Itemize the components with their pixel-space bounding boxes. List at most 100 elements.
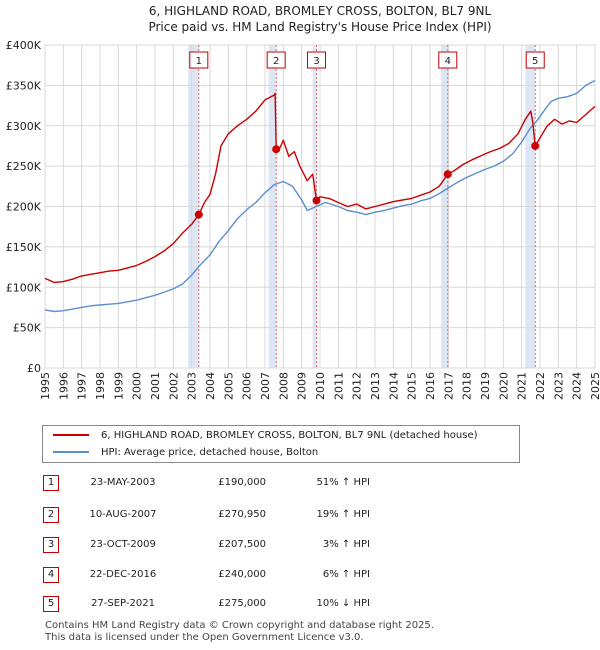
transaction-hpi: 19% ↑ HPI xyxy=(316,509,370,520)
chart-title-line1: 6, HIGHLAND ROAD, BROMLEY CROSS, BOLTON,… xyxy=(149,4,492,18)
x-tick-label: 2001 xyxy=(149,372,162,400)
x-tick-label: 2024 xyxy=(571,372,584,400)
legend: 6, HIGHLAND ROAD, BROMLEY CROSS, BOLTON,… xyxy=(42,425,520,463)
transaction-number: 2 xyxy=(43,507,59,523)
chart-title-line2: Price paid vs. HM Land Registry's House … xyxy=(148,20,491,34)
sale-number-box xyxy=(525,51,545,69)
x-tick-label: 2006 xyxy=(241,372,254,400)
y-tick-label: £400K xyxy=(6,39,42,52)
y-tick-label: £100K xyxy=(6,281,42,294)
sale-marker-lines xyxy=(198,45,536,368)
gridlines xyxy=(44,44,596,369)
y-tick-label: £50K xyxy=(13,322,42,335)
x-tick-label: 2021 xyxy=(516,372,529,400)
transaction-date: 23-MAY-2003 xyxy=(90,477,156,488)
table-row: 2 10-AUG-2007 £270,950 19% ↑ HPI xyxy=(0,505,600,525)
y-tick-label: £250K xyxy=(6,160,42,173)
table-row: 3 23-OCT-2009 £207,500 3% ↑ HPI xyxy=(0,535,600,555)
footer-copyright: Contains HM Land Registry data © Crown c… xyxy=(45,620,434,631)
transaction-price: £190,000 xyxy=(218,477,266,488)
legend-item-hpi: HPI: Average price, detached house, Bolt… xyxy=(53,445,318,461)
x-axis: 1995 1996 1997 1998 1999 2000 2001 2002 2003 2004… xyxy=(39,372,600,400)
x-tick-label: 1997 xyxy=(76,372,89,400)
table-row: 1 23-MAY-2003 £190,000 51% ↑ HPI xyxy=(0,473,600,493)
sale-number-label: 3 xyxy=(313,56,319,67)
y-tick-label: £200K xyxy=(6,201,42,214)
x-tick-label: 2015 xyxy=(406,372,419,400)
sale-number-label: 4 xyxy=(445,56,451,67)
legend-label-property: 6, HIGHLAND ROAD, BROMLEY CROSS, BOLTON,… xyxy=(101,430,478,441)
x-tick-label: 2009 xyxy=(296,372,309,400)
sale-points xyxy=(194,141,540,219)
legend-swatch-property xyxy=(53,434,89,436)
x-tick-label: 2020 xyxy=(497,372,510,400)
x-tick-label: 2005 xyxy=(222,372,235,400)
transaction-price: £270,950 xyxy=(218,509,266,520)
transaction-date: 23-OCT-2009 xyxy=(90,539,156,550)
sale-number-label: 2 xyxy=(273,56,279,67)
x-tick-label: 2022 xyxy=(534,372,547,400)
sale-point xyxy=(312,196,321,205)
x-tick-label: 2002 xyxy=(167,372,180,400)
sale-number-label: 5 xyxy=(532,56,538,67)
transaction-price: £275,000 xyxy=(218,598,266,609)
property-price-line xyxy=(44,92,596,284)
x-tick-label: 2025 xyxy=(589,372,600,400)
legend-label-hpi: HPI: Average price, detached house, Bolt… xyxy=(101,447,319,458)
sale-number-box xyxy=(438,51,458,69)
x-tick-label: 1998 xyxy=(94,372,107,400)
transaction-hpi: 6% ↑ HPI xyxy=(322,569,370,580)
y-tick-label: £350K xyxy=(6,79,42,92)
x-tick-label: 1995 xyxy=(39,372,52,400)
transaction-date: 27-SEP-2021 xyxy=(91,598,155,609)
y-tick-label: £300K xyxy=(6,120,42,133)
transaction-price: £240,000 xyxy=(218,569,266,580)
y-tick-label: £150K xyxy=(6,241,42,254)
sale-number-box xyxy=(189,51,209,69)
transaction-number: 5 xyxy=(43,596,59,612)
transaction-hpi: 3% ↑ HPI xyxy=(322,539,370,550)
x-tick-label: 2011 xyxy=(332,372,345,400)
transaction-hpi: 10% ↓ HPI xyxy=(316,598,370,609)
hpi-line xyxy=(44,79,596,313)
sale-point xyxy=(272,145,281,154)
legend-swatch-hpi xyxy=(53,451,89,453)
x-tick-label: 2014 xyxy=(387,372,400,400)
x-tick-label: 2016 xyxy=(424,372,437,400)
table-row: 5 27-SEP-2021 £275,000 10% ↓ HPI xyxy=(0,594,600,614)
x-tick-label: 2008 xyxy=(277,372,290,400)
transaction-hpi: 51% ↑ HPI xyxy=(316,477,370,488)
x-tick-label: 2012 xyxy=(351,372,364,400)
series-lines xyxy=(44,79,596,313)
table-row: 4 22-DEC-2016 £240,000 6% ↑ HPI xyxy=(0,565,600,585)
x-tick-label: 2000 xyxy=(131,372,144,400)
footer-licence: This data is licensed under the Open Gov… xyxy=(45,632,364,643)
transaction-number: 1 xyxy=(43,475,59,491)
sale-number-labels: 1 2 3 4 5 xyxy=(189,51,545,69)
sale-point xyxy=(194,210,203,219)
sale-number-box xyxy=(266,51,286,69)
x-tick-label: 2023 xyxy=(552,372,565,400)
x-tick-label: 2019 xyxy=(479,372,492,400)
legend-item-property: 6, HIGHLAND ROAD, BROMLEY CROSS, BOLTON,… xyxy=(53,428,478,444)
x-tick-label: 2013 xyxy=(369,372,382,400)
y-tick-label: £0 xyxy=(27,362,41,375)
transaction-date: 10-AUG-2007 xyxy=(89,509,157,520)
x-tick-label: 2018 xyxy=(461,372,474,400)
x-tick-label: 1996 xyxy=(57,372,70,400)
transaction-date: 22-DEC-2016 xyxy=(89,569,157,580)
price-chart: 6, HIGHLAND ROAD, BROMLEY CROSS, BOLTON,… xyxy=(6,4,600,400)
x-tick-label: 2003 xyxy=(186,372,199,400)
x-tick-label: 2010 xyxy=(314,372,327,400)
sale-number-label: 1 xyxy=(196,56,202,67)
x-tick-label: 2007 xyxy=(259,372,272,400)
sale-point xyxy=(443,170,452,179)
y-axis: £0 £50K £100K £150K £200K £250K £300K £350K £400… xyxy=(6,39,42,375)
x-tick-label: 2017 xyxy=(442,372,455,400)
sale-number-box xyxy=(307,51,327,69)
transaction-number: 3 xyxy=(43,537,59,553)
x-tick-label: 1999 xyxy=(112,372,125,400)
transaction-number: 4 xyxy=(43,567,59,583)
x-tick-label: 2004 xyxy=(204,372,217,400)
sale-point xyxy=(531,141,540,150)
